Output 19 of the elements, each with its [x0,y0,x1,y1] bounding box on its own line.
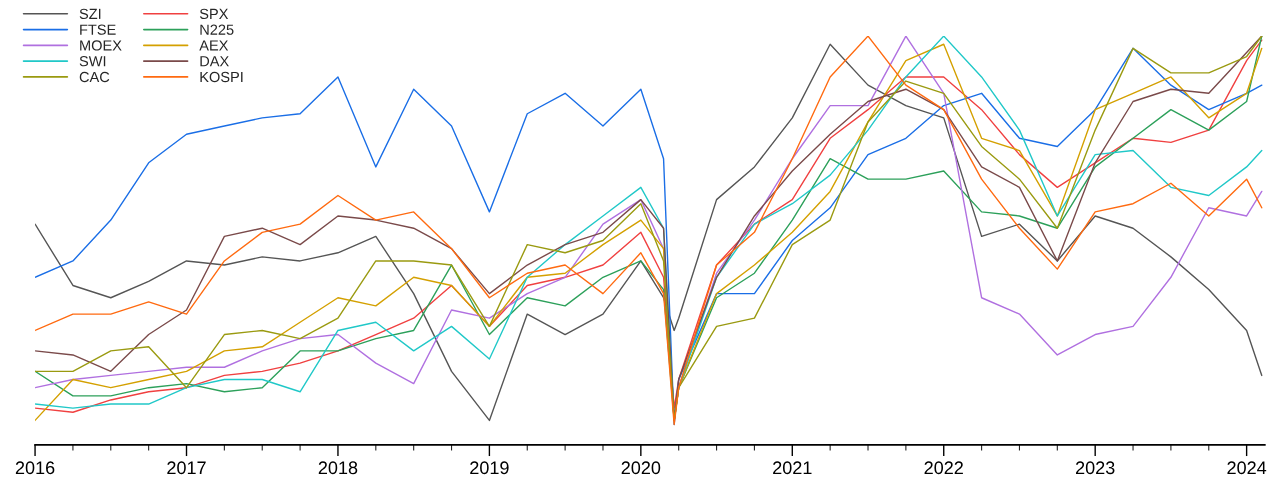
legend-label: FTSE [80,24,116,35]
x-tick-label: 2018 [318,461,358,475]
x-tick-label: 2021 [773,461,812,475]
x-tick-label: 2017 [167,461,206,475]
x-tick-label: 2024 [1227,461,1267,475]
legend-label: AEX [199,40,229,51]
legend-label: SZI [79,8,101,20]
legend-label: KOSPI [200,71,243,83]
x-tick-label: 2022 [924,461,963,475]
legend-label: MOEX [80,40,122,51]
x-tick-label: 2019 [470,461,509,475]
x-tick-label: 2023 [1076,461,1115,475]
legend-label: CAC [79,71,110,83]
x-tick-label: 2020 [621,461,661,475]
legend-label: SPX [199,8,229,20]
legend-label: DAX [200,56,229,67]
legend-label: N225 [200,24,234,35]
legend-label: SWI [79,56,106,67]
x-tick-label: 2016 [15,461,55,475]
